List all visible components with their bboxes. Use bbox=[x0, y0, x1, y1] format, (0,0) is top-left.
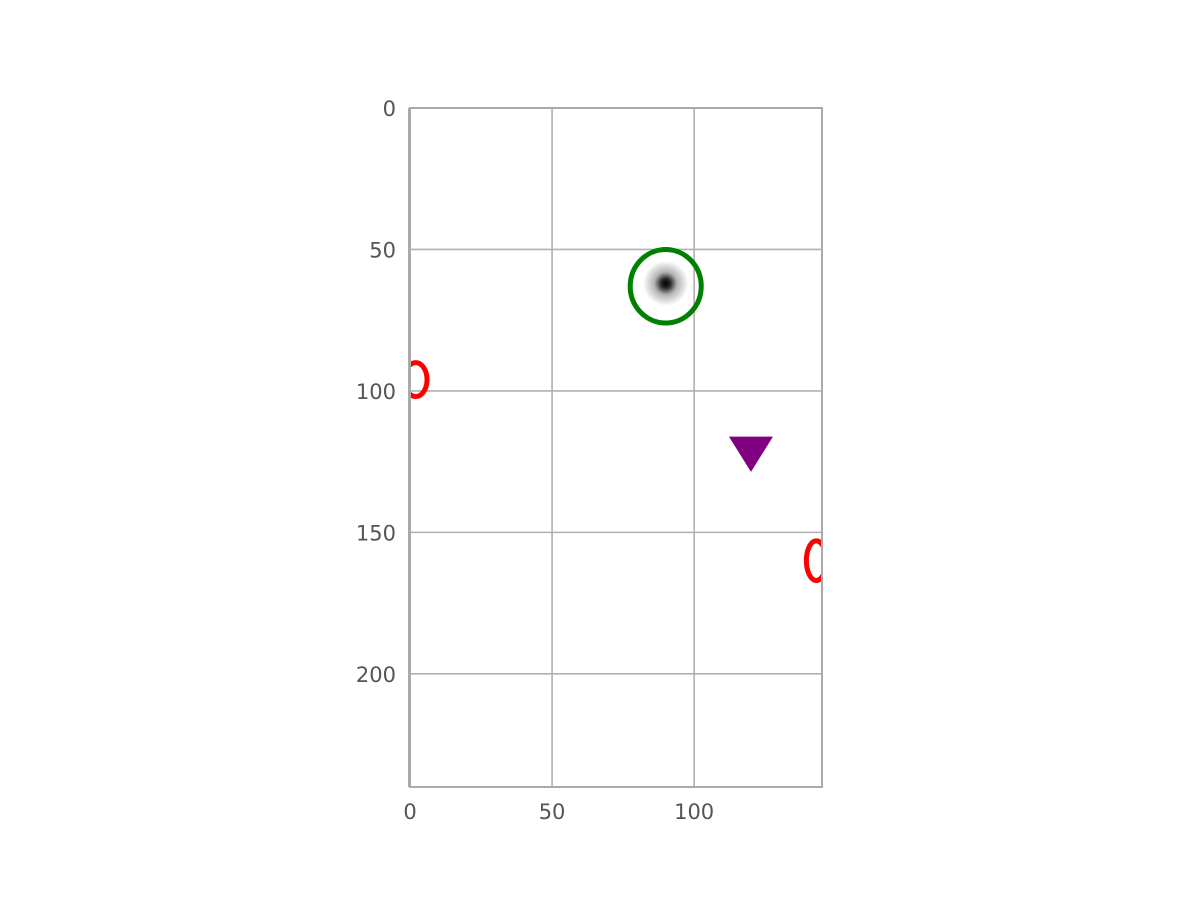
y-tick-label: 150 bbox=[356, 521, 396, 545]
image-layer bbox=[642, 260, 689, 307]
bright-spot bbox=[642, 260, 689, 307]
y-tick-label: 100 bbox=[356, 380, 396, 404]
x-tick-label: 50 bbox=[539, 800, 566, 824]
y-tick-label: 200 bbox=[356, 663, 396, 687]
x-tick-label: 0 bbox=[403, 800, 416, 824]
marker-ellipse-1 bbox=[410, 360, 430, 400]
marker-ellipse-2 bbox=[803, 538, 822, 583]
marker-ellipse-0 bbox=[627, 246, 704, 326]
marker-triangle-3 bbox=[728, 436, 773, 472]
tick-labels: 0 50 100 0 50 100 150 200 bbox=[356, 97, 714, 824]
y-tick-label: 50 bbox=[369, 238, 396, 262]
grid-lines bbox=[410, 108, 822, 787]
axes-frame bbox=[408, 107, 823, 788]
marker-layer bbox=[410, 246, 822, 583]
x-tick-label: 100 bbox=[674, 800, 714, 824]
y-tick-label: 0 bbox=[383, 97, 396, 121]
